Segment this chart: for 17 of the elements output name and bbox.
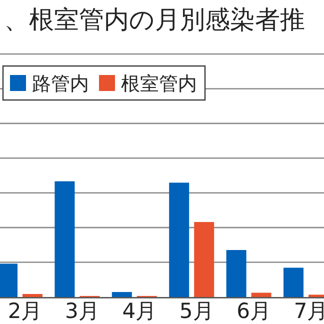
bar bbox=[251, 292, 272, 297]
chart-title: 、根室管内の月別感染者推 bbox=[4, 5, 305, 34]
x-tick-label: 3月 bbox=[65, 299, 100, 323]
bar bbox=[169, 182, 190, 297]
legend-label: 根室管内 bbox=[121, 73, 197, 95]
bar bbox=[284, 268, 304, 297]
bar bbox=[54, 181, 75, 297]
bar bbox=[22, 294, 42, 297]
x-tick-label: 5月 bbox=[179, 299, 214, 323]
x-tick-label: 6月 bbox=[236, 299, 271, 323]
legend-label: 路管内 bbox=[32, 73, 89, 95]
bar bbox=[194, 222, 214, 297]
x-tick-label: 2月 bbox=[8, 299, 42, 323]
bar bbox=[226, 250, 246, 297]
bar bbox=[112, 292, 132, 297]
x-tick-label: 7月 bbox=[294, 299, 324, 323]
x-tick-label: 4月 bbox=[122, 299, 157, 323]
